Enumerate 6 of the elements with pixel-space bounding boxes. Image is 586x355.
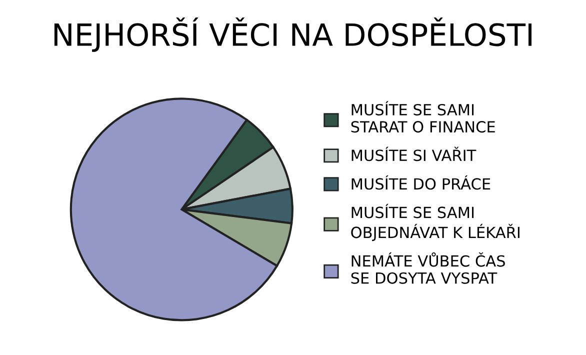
chart-title: NEJHORŠÍ VĚCI NA DOSPĚLOSTI — [54, 18, 532, 52]
legend-label: MUSÍTE SI VAŘIT — [352, 146, 476, 162]
legend-label: NEMÁTE VŮBEC ČAS SE DOSYTA VYSPAT — [351, 252, 505, 284]
legend-label: MUSÍTE SE SAMI OBJEDNÁVAT K LÉKAŘI — [351, 204, 520, 242]
legend-label: MUSÍTE SE SAMI STARAT O FINANCE — [351, 101, 495, 133]
legend-label: MUSÍTE DO PRÁCE — [352, 175, 490, 190]
